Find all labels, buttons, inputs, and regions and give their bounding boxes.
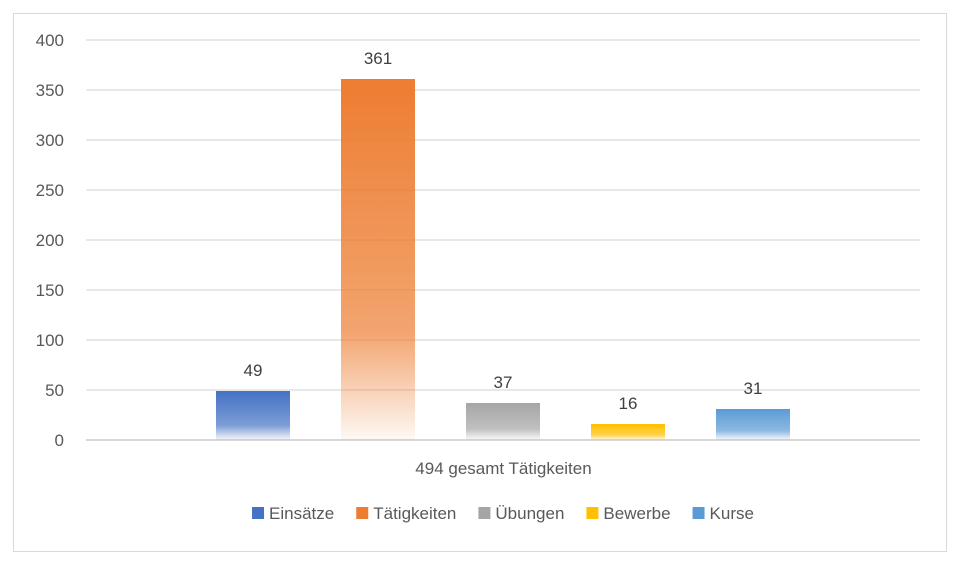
x-category-label: 494 gesamt Tätigkeiten [415,459,591,478]
legend-label: Tätigkeiten [373,504,456,523]
y-tick-label: 50 [45,381,64,400]
data-label: 361 [364,49,392,68]
y-tick-label: 200 [36,231,64,250]
bar-übungen [466,403,540,440]
legend: Einsätze Tätigkeiten Übungen Bewerbe Kurse [252,504,754,523]
chart-frame [13,13,947,552]
bars [216,79,790,440]
legend-swatch [252,507,265,519]
bar-bewerbe [591,424,665,440]
legend-label: Bewerbe [603,504,670,523]
y-tick-label: 0 [55,431,64,450]
legend-swatch [586,507,599,519]
bar-tätigkeiten [341,79,415,440]
y-axis-ticks: 0 50 100 150 200 250 300 350 400 [36,31,64,450]
y-tick-label: 400 [36,31,64,50]
legend-label: Kurse [710,504,754,523]
bar-einsätze [216,391,290,440]
data-label: 37 [494,373,513,392]
legend-swatch [356,507,369,519]
y-tick-label: 350 [36,81,64,100]
legend-swatch [478,507,491,519]
bar-kurse [716,409,790,440]
y-tick-label: 300 [36,131,64,150]
y-tick-label: 250 [36,181,64,200]
legend-swatch [692,507,705,519]
y-tick-label: 100 [36,331,64,350]
data-labels: 49 361 37 16 31 [244,49,763,413]
y-tick-label: 150 [36,281,64,300]
data-label: 31 [744,379,763,398]
data-label: 16 [619,394,638,413]
legend-label: Übungen [495,504,564,523]
data-label: 49 [244,361,263,380]
legend-label: Einsätze [269,504,334,523]
